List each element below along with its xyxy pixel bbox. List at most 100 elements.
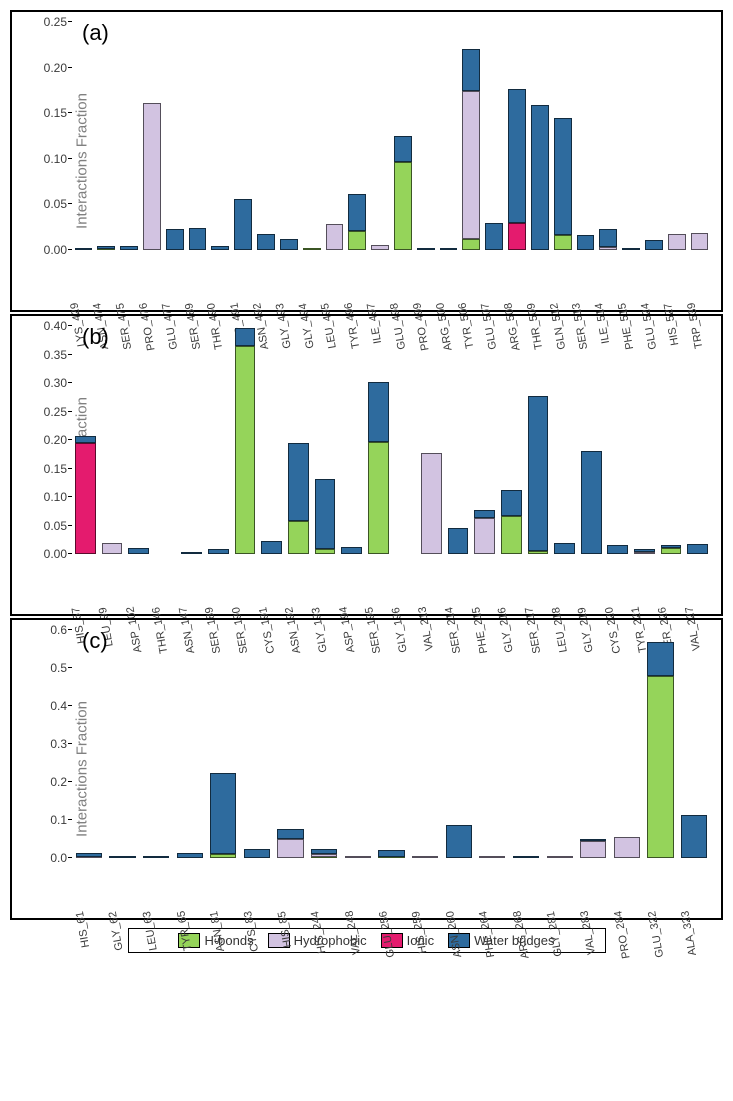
bar-segment-water-bridges <box>607 545 628 554</box>
bar-segment-water-bridges <box>622 248 640 250</box>
bar <box>462 22 480 250</box>
bar-segment-hydrophobic <box>102 543 123 554</box>
y-tick-label: 0.05 <box>44 519 67 533</box>
bar <box>143 22 161 250</box>
bar <box>97 22 115 250</box>
bar-segment-h-bonds <box>462 239 480 250</box>
bar <box>647 630 673 858</box>
bar <box>348 22 366 250</box>
bar-segment-hydrophobic <box>691 233 709 250</box>
bar-segment-h-bonds <box>368 442 389 554</box>
y-tick-label: 0.25 <box>44 405 67 419</box>
bar-segment-h-bonds <box>288 521 309 554</box>
bar-segment-water-bridges <box>448 528 469 554</box>
y-tick-label: 0.40 <box>44 319 67 333</box>
bar <box>580 630 606 858</box>
bar <box>311 630 337 858</box>
y-tick-label: 0.30 <box>44 376 67 390</box>
bar <box>394 22 412 250</box>
bar-segment-hydrophobic <box>311 854 337 857</box>
bar-segment-water-bridges <box>581 451 602 554</box>
bar-segment-water-bridges <box>368 382 389 442</box>
bar <box>166 22 184 250</box>
bar-segment-ionic <box>508 223 526 250</box>
bar <box>448 326 469 554</box>
bar-segment-water-bridges <box>109 856 135 858</box>
bar <box>645 22 663 250</box>
bar-segment-water-bridges <box>647 642 673 676</box>
bar-segment-water-bridges <box>288 443 309 521</box>
y-tick-label: 0.15 <box>44 106 67 120</box>
y-tick-label: 0.4 <box>50 699 67 713</box>
bar <box>485 22 503 250</box>
bar-segment-water-bridges <box>531 105 549 250</box>
bar-segment-h-bonds <box>315 549 336 554</box>
bar <box>303 22 321 250</box>
bar-segment-water-bridges <box>208 549 229 554</box>
bar-segment-water-bridges <box>143 856 169 858</box>
bar-segment-water-bridges <box>687 544 708 554</box>
bar <box>234 22 252 250</box>
x-tick-label: ALA_323 <box>679 910 699 957</box>
bar <box>75 22 93 250</box>
x-tick-label: HIS_61 <box>74 910 92 948</box>
bar-segment-hydrophobic <box>462 91 480 239</box>
bar <box>128 326 149 554</box>
bar <box>109 630 135 858</box>
bar <box>417 22 435 250</box>
bar-segment-water-bridges <box>378 850 404 857</box>
bar-segment-hydrophobic <box>547 856 573 858</box>
bar-segment-hydrophobic <box>599 247 617 250</box>
bar <box>288 326 309 554</box>
bar-segment-water-bridges <box>681 815 707 858</box>
y-tick-label: 0.2 <box>50 775 67 789</box>
bar-segment-hydrophobic <box>580 841 606 858</box>
bar-segment-hydrophobic <box>143 103 161 250</box>
bar <box>394 326 415 554</box>
y-tick-label: 0.5 <box>50 661 67 675</box>
bar <box>177 630 203 858</box>
bar-segment-water-bridges <box>485 223 503 250</box>
bar <box>76 630 102 858</box>
bar <box>155 326 176 554</box>
bar-segment-h-bonds <box>394 162 412 250</box>
bar-segment-water-bridges <box>234 199 252 250</box>
y-tick-label: 0.00 <box>44 243 67 257</box>
bar-segment-water-bridges <box>76 853 102 857</box>
legend-item: Water bridges <box>448 933 554 948</box>
panel-c: Interactions Fraction0.00.10.20.30.40.50… <box>10 618 723 920</box>
bar-segment-hydrophobic <box>614 837 640 858</box>
bar <box>244 630 270 858</box>
bar-segment-water-bridges <box>311 849 337 855</box>
bar-segment-water-bridges <box>277 829 303 839</box>
bar <box>661 326 682 554</box>
bar-segment-water-bridges <box>417 248 435 250</box>
bar <box>143 630 169 858</box>
y-tick-label: 0.1 <box>50 813 67 827</box>
y-tick-label: 0.25 <box>44 15 67 29</box>
bar <box>577 22 595 250</box>
bar <box>691 22 709 250</box>
y-tick-label: 0.00 <box>44 547 67 561</box>
bar <box>513 630 539 858</box>
bar-segment-hydrophobic <box>412 856 438 858</box>
bar-segment-water-bridges <box>634 549 655 551</box>
bar <box>257 22 275 250</box>
bar-segment-h-bonds <box>235 346 256 554</box>
bar <box>531 22 549 250</box>
bar-segment-water-bridges <box>554 543 575 554</box>
bar-segment-water-bridges <box>528 396 549 551</box>
bar-segment-water-bridges <box>462 49 480 91</box>
bar-segment-water-bridges <box>446 825 472 858</box>
bar-segment-water-bridges <box>75 248 93 250</box>
bar <box>277 630 303 858</box>
bar <box>681 630 707 858</box>
bar-segment-water-bridges <box>280 239 298 250</box>
x-tick-label: PRO_284 <box>612 910 632 960</box>
bar-segment-ionic <box>75 443 96 554</box>
plot-area <box>72 630 711 858</box>
bar-segment-water-bridges <box>341 547 362 554</box>
panel-a: Interactions Fraction0.000.050.100.150.2… <box>10 10 723 312</box>
bar <box>208 326 229 554</box>
bar <box>412 630 438 858</box>
